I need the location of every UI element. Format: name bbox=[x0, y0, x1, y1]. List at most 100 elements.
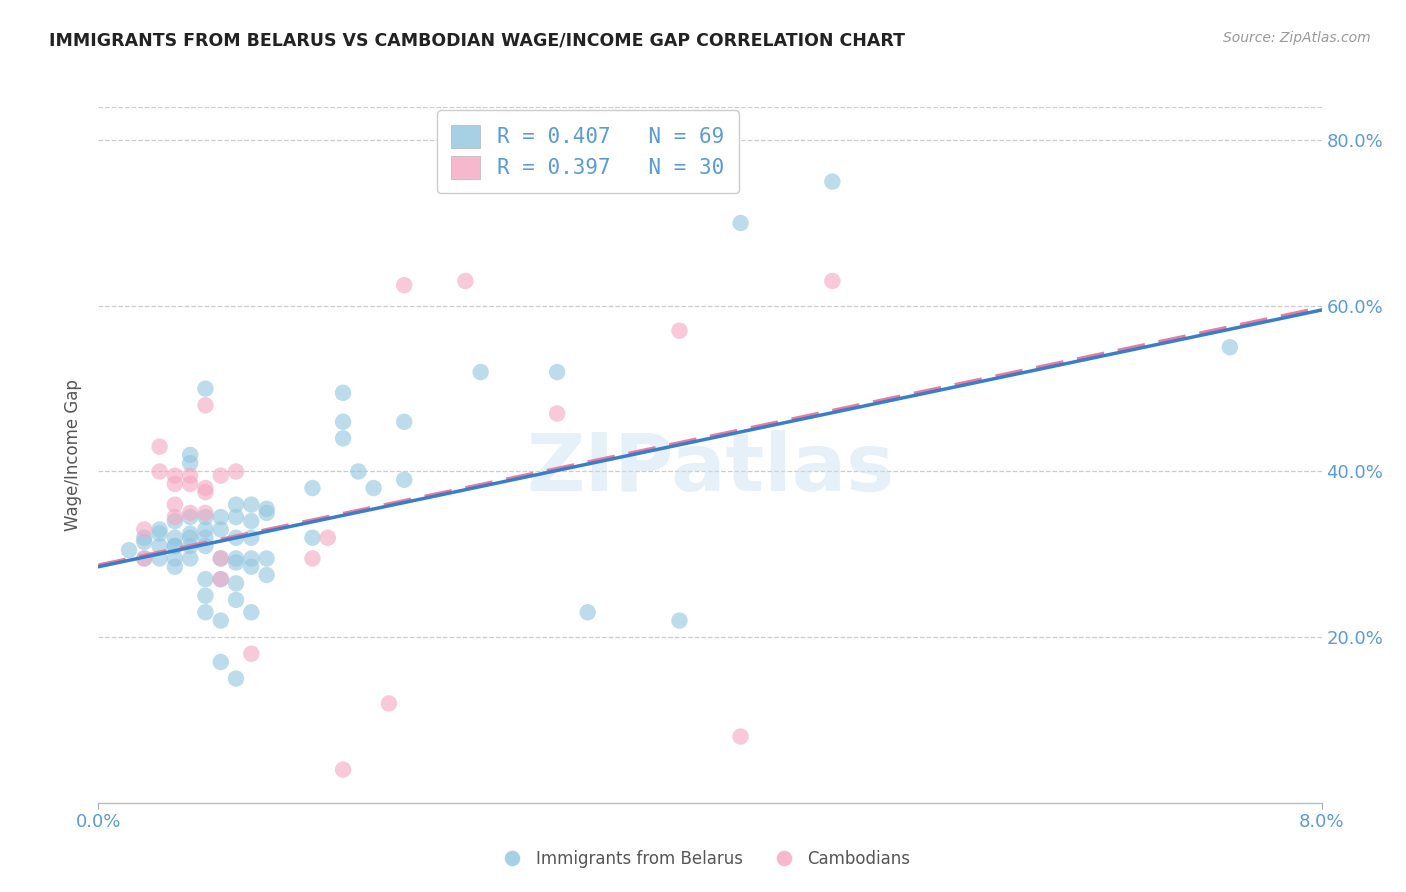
Point bbox=[134, 523, 156, 537]
Y-axis label: Wage/Income Gap: Wage/Income Gap bbox=[65, 379, 83, 531]
Point bbox=[470, 365, 492, 379]
Point bbox=[163, 551, 186, 566]
Point bbox=[225, 465, 247, 479]
Point bbox=[240, 559, 263, 574]
Point bbox=[225, 556, 247, 570]
Point bbox=[225, 672, 247, 686]
Point bbox=[149, 465, 172, 479]
Point bbox=[546, 407, 568, 421]
Point bbox=[209, 468, 232, 483]
Point bbox=[301, 531, 323, 545]
Point bbox=[163, 514, 186, 528]
Point bbox=[179, 510, 201, 524]
Point bbox=[378, 697, 401, 711]
Point bbox=[134, 531, 156, 545]
Point bbox=[179, 551, 201, 566]
Point bbox=[179, 476, 201, 491]
Point bbox=[134, 551, 156, 566]
Point bbox=[163, 498, 186, 512]
Point bbox=[179, 506, 201, 520]
Point bbox=[163, 531, 186, 545]
Point bbox=[194, 589, 217, 603]
Point bbox=[730, 216, 752, 230]
Point bbox=[454, 274, 477, 288]
Point bbox=[194, 481, 217, 495]
Point bbox=[194, 398, 217, 412]
Point bbox=[194, 510, 217, 524]
Point bbox=[118, 543, 141, 558]
Point bbox=[225, 576, 247, 591]
Point bbox=[194, 605, 217, 619]
Point bbox=[149, 523, 172, 537]
Text: ZIPatlas: ZIPatlas bbox=[526, 430, 894, 508]
Point bbox=[209, 523, 232, 537]
Point bbox=[332, 431, 354, 445]
Point bbox=[194, 506, 217, 520]
Point bbox=[163, 539, 186, 553]
Point bbox=[179, 526, 201, 541]
Point bbox=[194, 382, 217, 396]
Point bbox=[149, 440, 172, 454]
Point bbox=[209, 655, 232, 669]
Point bbox=[194, 531, 217, 545]
Point bbox=[821, 274, 844, 288]
Point bbox=[392, 415, 416, 429]
Point bbox=[363, 481, 385, 495]
Point bbox=[179, 468, 201, 483]
Point bbox=[194, 539, 217, 553]
Point bbox=[225, 498, 247, 512]
Point bbox=[332, 415, 354, 429]
Point bbox=[256, 551, 278, 566]
Point bbox=[209, 572, 232, 586]
Point bbox=[316, 531, 339, 545]
Point bbox=[730, 730, 752, 744]
Point bbox=[240, 531, 263, 545]
Point bbox=[194, 485, 217, 500]
Point bbox=[576, 605, 599, 619]
Point bbox=[209, 551, 232, 566]
Point bbox=[240, 498, 263, 512]
Legend: Immigrants from Belarus, Cambodians: Immigrants from Belarus, Cambodians bbox=[489, 844, 917, 875]
Point bbox=[256, 568, 278, 582]
Point bbox=[149, 526, 172, 541]
Point bbox=[163, 510, 186, 524]
Point bbox=[163, 476, 186, 491]
Point bbox=[179, 531, 201, 545]
Point bbox=[163, 539, 186, 553]
Point bbox=[225, 510, 247, 524]
Point bbox=[163, 559, 186, 574]
Point bbox=[256, 506, 278, 520]
Point bbox=[392, 278, 416, 293]
Point bbox=[209, 572, 232, 586]
Point bbox=[240, 605, 263, 619]
Point bbox=[209, 510, 232, 524]
Point bbox=[332, 763, 354, 777]
Point bbox=[209, 614, 232, 628]
Point bbox=[179, 448, 201, 462]
Point bbox=[240, 647, 263, 661]
Point bbox=[194, 572, 217, 586]
Point bbox=[668, 614, 690, 628]
Point bbox=[347, 465, 370, 479]
Point bbox=[1219, 340, 1241, 354]
Point bbox=[134, 551, 156, 566]
Point bbox=[668, 324, 690, 338]
Text: IMMIGRANTS FROM BELARUS VS CAMBODIAN WAGE/INCOME GAP CORRELATION CHART: IMMIGRANTS FROM BELARUS VS CAMBODIAN WAG… bbox=[49, 31, 905, 49]
Point bbox=[225, 592, 247, 607]
Legend: R = 0.407   N = 69, R = 0.397   N = 30: R = 0.407 N = 69, R = 0.397 N = 30 bbox=[437, 111, 738, 194]
Point bbox=[225, 531, 247, 545]
Point bbox=[149, 551, 172, 566]
Point bbox=[301, 551, 323, 566]
Point bbox=[179, 456, 201, 470]
Point bbox=[149, 539, 172, 553]
Point bbox=[179, 539, 201, 553]
Point bbox=[209, 551, 232, 566]
Point bbox=[163, 468, 186, 483]
Point bbox=[194, 523, 217, 537]
Point bbox=[240, 551, 263, 566]
Point bbox=[332, 385, 354, 400]
Text: Source: ZipAtlas.com: Source: ZipAtlas.com bbox=[1223, 31, 1371, 45]
Point bbox=[546, 365, 568, 379]
Point bbox=[225, 551, 247, 566]
Point bbox=[240, 514, 263, 528]
